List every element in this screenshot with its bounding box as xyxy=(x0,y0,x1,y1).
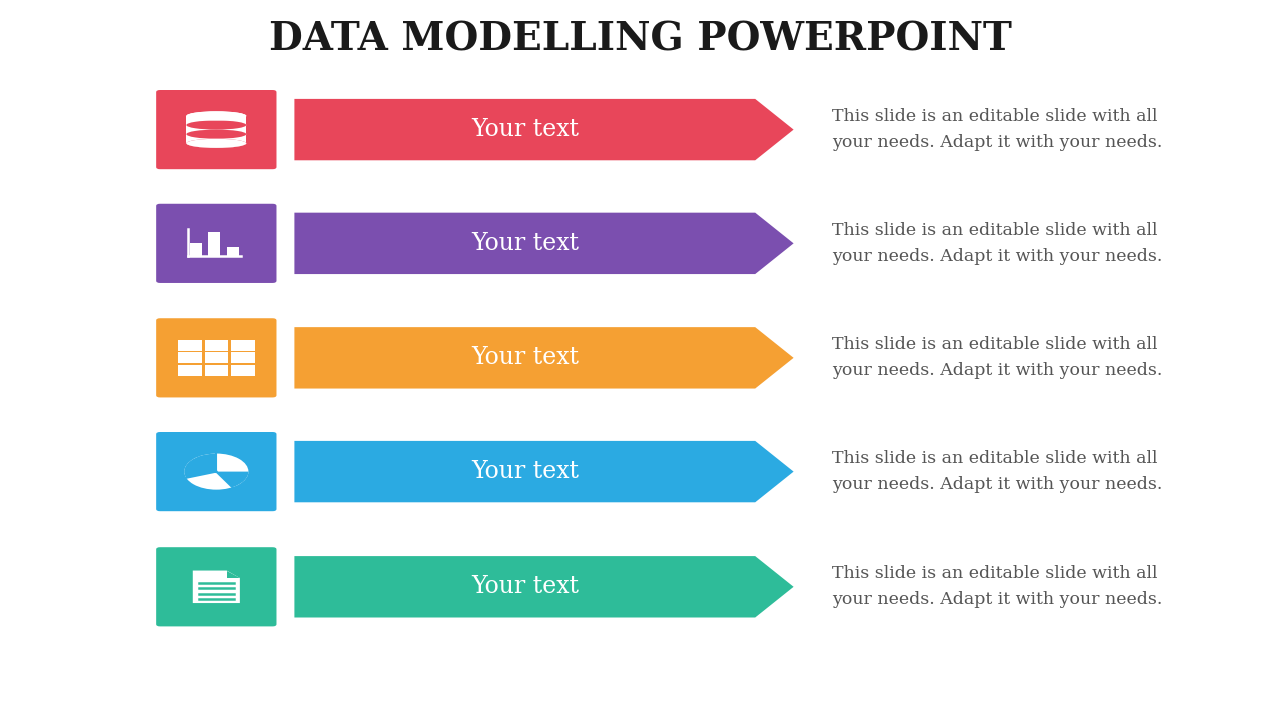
Ellipse shape xyxy=(187,120,246,130)
Bar xyxy=(178,352,201,364)
Text: Your text: Your text xyxy=(471,118,579,141)
Bar xyxy=(232,352,255,364)
Ellipse shape xyxy=(187,139,246,148)
Text: Your text: Your text xyxy=(471,346,579,369)
Bar xyxy=(209,232,220,256)
Polygon shape xyxy=(294,556,794,618)
Bar xyxy=(205,352,228,364)
FancyBboxPatch shape xyxy=(156,547,276,626)
FancyBboxPatch shape xyxy=(156,432,276,511)
Ellipse shape xyxy=(187,130,246,139)
Wedge shape xyxy=(184,454,216,478)
Polygon shape xyxy=(294,212,794,274)
Polygon shape xyxy=(193,570,239,603)
FancyBboxPatch shape xyxy=(156,318,276,397)
Ellipse shape xyxy=(187,139,246,148)
FancyBboxPatch shape xyxy=(156,204,276,283)
FancyBboxPatch shape xyxy=(156,90,276,169)
Bar xyxy=(227,247,238,256)
Bar xyxy=(205,340,228,351)
Ellipse shape xyxy=(187,130,246,139)
Polygon shape xyxy=(294,99,794,161)
Bar xyxy=(178,340,201,351)
Bar xyxy=(187,125,246,134)
Ellipse shape xyxy=(187,112,246,120)
Ellipse shape xyxy=(187,120,246,130)
Text: Your text: Your text xyxy=(471,232,579,255)
Bar xyxy=(187,134,246,143)
Text: This slide is an editable slide with all
your needs. Adapt it with your needs.: This slide is an editable slide with all… xyxy=(832,565,1162,608)
Ellipse shape xyxy=(187,139,246,148)
Bar xyxy=(189,243,202,256)
Text: Your text: Your text xyxy=(471,575,579,598)
Text: This slide is an editable slide with all
your needs. Adapt it with your needs.: This slide is an editable slide with all… xyxy=(832,222,1162,265)
Text: DATA MODELLING POWERPOINT: DATA MODELLING POWERPOINT xyxy=(269,21,1011,58)
Bar xyxy=(232,365,255,376)
Polygon shape xyxy=(294,327,794,389)
Bar xyxy=(178,365,201,376)
Text: This slide is an editable slide with all
your needs. Adapt it with your needs.: This slide is an editable slide with all… xyxy=(832,450,1162,493)
Wedge shape xyxy=(216,472,248,487)
Text: This slide is an editable slide with all
your needs. Adapt it with your needs.: This slide is an editable slide with all… xyxy=(832,108,1162,151)
Circle shape xyxy=(184,454,248,490)
Bar xyxy=(187,116,246,125)
Bar xyxy=(205,365,228,376)
Text: Your text: Your text xyxy=(471,460,579,483)
Bar xyxy=(232,340,255,351)
Polygon shape xyxy=(227,570,239,578)
Ellipse shape xyxy=(187,112,246,120)
Polygon shape xyxy=(294,441,794,503)
Text: This slide is an editable slide with all
your needs. Adapt it with your needs.: This slide is an editable slide with all… xyxy=(832,336,1162,379)
